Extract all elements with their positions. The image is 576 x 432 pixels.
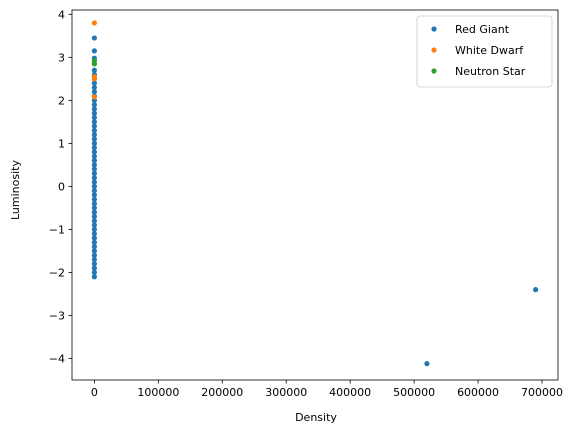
data-point (91, 102, 97, 108)
data-point (91, 140, 97, 146)
data-point (91, 166, 97, 172)
y-axis-label: Luminosity (9, 160, 22, 220)
data-point (91, 76, 97, 82)
data-point (91, 231, 97, 237)
data-point (91, 239, 97, 245)
data-point (424, 361, 430, 367)
y-tick-label: 1 (58, 137, 65, 150)
data-point (91, 106, 97, 112)
legend-entry: Neutron Star (455, 65, 526, 78)
legend-marker (431, 26, 437, 32)
x-tick-label: 300000 (265, 386, 307, 399)
data-point (91, 170, 97, 177)
data-point (91, 162, 97, 168)
legend-entry: White Dwarf (455, 44, 524, 57)
y-tick-label: −1 (49, 223, 65, 236)
data-point (91, 252, 97, 258)
data-point (91, 123, 97, 129)
x-tick-label: 200000 (201, 386, 243, 399)
data-point (91, 265, 97, 271)
y-tick-label: −4 (49, 352, 65, 365)
y-tick-label: 4 (58, 8, 65, 21)
data-point (91, 179, 97, 185)
x-tick-label: 600000 (457, 386, 499, 399)
data-point (91, 218, 97, 224)
data-point (91, 89, 97, 95)
y-axis: −4 −3 −2 −1 0 1 2 3 4 (49, 8, 72, 365)
series-neutron-star (91, 58, 97, 67)
data-point (91, 201, 97, 207)
data-point (91, 48, 97, 54)
data-point (533, 287, 539, 293)
data-point (91, 84, 97, 91)
data-point (91, 183, 97, 189)
data-point (91, 209, 97, 215)
x-tick-label: 700000 (521, 386, 563, 399)
x-tick-label: 400000 (329, 386, 371, 399)
data-point (91, 114, 97, 121)
y-tick-label: 3 (58, 51, 65, 64)
data-point (91, 110, 97, 116)
y-tick-label: 2 (58, 94, 65, 107)
plot-frame (71, 9, 559, 381)
data-point (91, 94, 97, 100)
data-point (91, 20, 97, 26)
x-tick-label: 0 (91, 386, 98, 399)
data-point (91, 226, 97, 233)
legend-entry: Red Giant (455, 23, 510, 36)
x-tick-label: 100000 (137, 386, 179, 399)
data-point (91, 132, 97, 138)
data-point (91, 192, 97, 198)
data-point (91, 205, 97, 211)
data-point (91, 175, 97, 181)
data-point (91, 269, 97, 276)
data-point (91, 35, 97, 41)
data-point (91, 222, 97, 228)
data-point (91, 274, 97, 280)
plot-area (91, 20, 539, 367)
data-point (91, 261, 97, 267)
y-tick-label: 0 (58, 180, 65, 193)
x-tick-label: 500000 (393, 386, 435, 399)
data-point (91, 61, 97, 67)
data-point (91, 119, 97, 125)
data-point (91, 188, 97, 194)
data-point (91, 213, 97, 220)
data-point (91, 157, 97, 164)
data-point (91, 127, 97, 134)
y-tick-label: −3 (49, 309, 65, 322)
data-point (91, 145, 97, 151)
data-point (91, 235, 97, 241)
data-point (91, 153, 97, 159)
data-point (91, 136, 97, 142)
y-tick-label: −2 (49, 266, 65, 279)
data-point (91, 149, 97, 155)
data-point (91, 67, 97, 73)
x-axis: 0 100000 200000 300000 400000 500000 600000 700… (91, 380, 563, 399)
legend-marker (431, 68, 437, 74)
legend: Red Giant White Dwarf Neutron Star (416, 15, 553, 88)
legend-marker (431, 47, 437, 53)
data-point (91, 248, 97, 254)
data-point (91, 80, 97, 86)
x-axis-label: Density (295, 411, 337, 424)
data-point (91, 196, 97, 202)
series-white-dwarf (91, 20, 97, 100)
legend-box (416, 15, 553, 88)
data-point (91, 256, 97, 263)
data-point (91, 244, 97, 250)
